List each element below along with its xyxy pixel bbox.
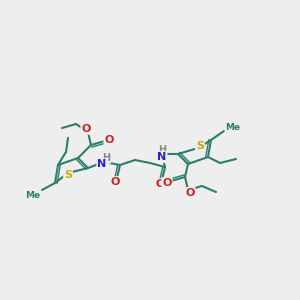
Text: S: S [64,170,72,180]
Text: N: N [158,152,166,162]
Text: H: H [158,145,166,155]
Text: S: S [196,141,204,151]
Text: H: H [102,153,110,163]
Text: O: O [155,179,165,189]
Text: O: O [110,177,120,187]
Text: O: O [185,188,195,198]
Text: Me: Me [225,124,241,133]
Text: N: N [98,159,106,169]
Text: O: O [104,135,114,145]
Text: O: O [81,124,91,134]
Text: O: O [162,178,172,188]
Text: Me: Me [26,190,40,200]
